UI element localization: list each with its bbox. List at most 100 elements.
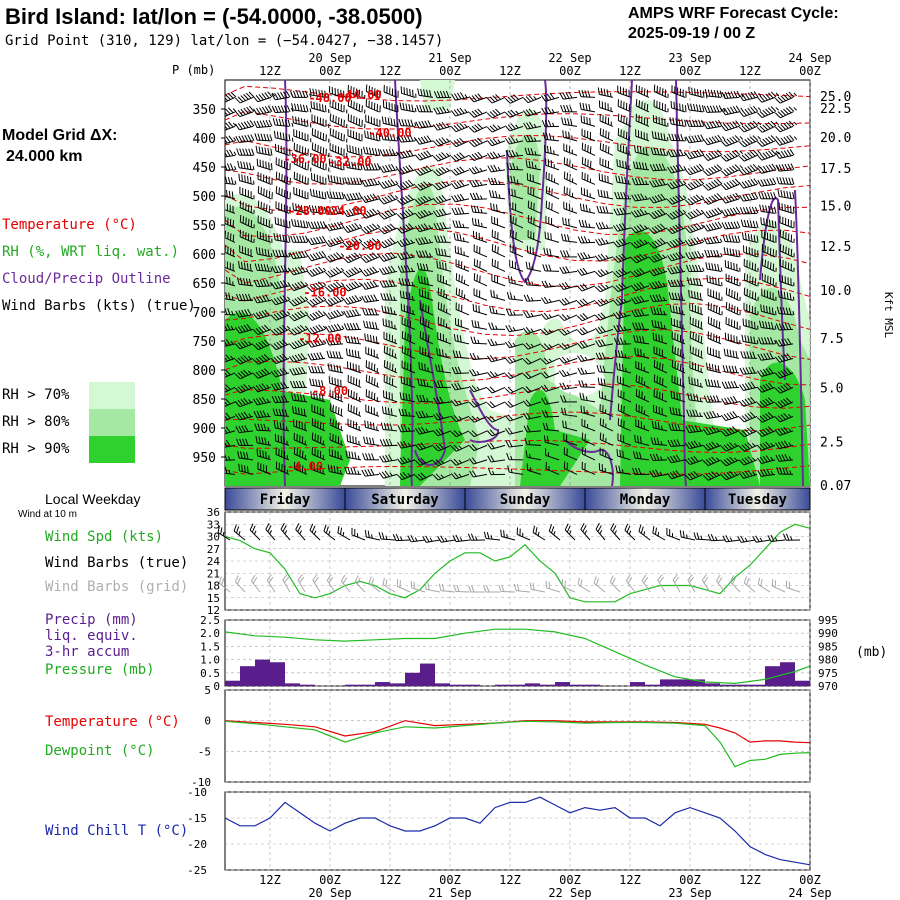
barb-feather: [715, 120, 720, 127]
barb-feather: [643, 102, 646, 110]
barb-feather: [696, 223, 702, 229]
barb-feather: [267, 249, 270, 257]
barb-feather: [438, 168, 445, 174]
barb-feather: [352, 309, 357, 316]
barb-staff: [491, 154, 506, 160]
barb-feather: [474, 94, 480, 101]
wind-barb: [706, 275, 723, 287]
barb-feather: [576, 342, 583, 349]
barb-feather: [562, 382, 567, 390]
barb-feather: [598, 238, 603, 245]
barb-half-feather: [393, 296, 396, 301]
barb-feather: [418, 121, 423, 128]
barb-feather: [741, 399, 747, 406]
wind-barb: [509, 215, 524, 229]
barb-feather: [424, 250, 429, 258]
barb-feather: [726, 153, 733, 160]
wind-barb: [291, 218, 309, 229]
barb-feather: [708, 223, 714, 231]
barb-staff: [563, 285, 578, 290]
barb-feather: [744, 383, 750, 390]
barb-feather: [439, 396, 444, 404]
barb-half-feather: [322, 282, 327, 286]
barb-feather: [777, 371, 784, 378]
barb-staff: [581, 270, 596, 276]
barb-feather: [348, 296, 354, 303]
barb-staff: [527, 193, 542, 200]
wind-barb: [689, 330, 704, 345]
wind-barb: [239, 200, 255, 214]
barb-feather: [251, 148, 255, 156]
wind-barb: [414, 209, 434, 219]
barb-half-feather: [248, 413, 252, 418]
wind-barb: [343, 308, 362, 318]
barb-feather: [450, 182, 457, 190]
barb-feather: [698, 178, 705, 185]
barb-feather: [761, 258, 764, 266]
barb-feather: [544, 231, 547, 239]
barb-staff: [491, 169, 506, 173]
barb-feather: [225, 387, 229, 392]
barb-feather: [414, 185, 421, 191]
barb-feather: [618, 311, 624, 318]
barb-feather: [582, 283, 588, 290]
barb-feather: [667, 267, 672, 275]
barb-feather: [381, 116, 384, 124]
barb-feather: [618, 269, 625, 276]
barb-feather: [317, 310, 324, 317]
wind-barb: [396, 208, 416, 220]
barb-feather: [693, 224, 699, 230]
barb-feather: [297, 311, 303, 318]
barb-feather: [389, 237, 396, 244]
barb-half-feather: [512, 326, 516, 331]
wind-barb: [684, 178, 705, 191]
barb-feather: [309, 299, 316, 306]
barb-feather: [312, 268, 318, 275]
wind-barb: [379, 163, 399, 173]
barb-feather: [777, 111, 784, 117]
forecast-cycle: 2025-09-19 / 00 Z: [628, 25, 756, 42]
wind-barb: [651, 131, 669, 142]
barb-feather: [328, 207, 333, 215]
barb-feather: [706, 395, 711, 403]
barb-feather: [525, 342, 532, 349]
barb-feather: [317, 281, 324, 288]
barb-feather: [684, 152, 690, 160]
barb-feather: [598, 339, 603, 347]
barb-feather: [637, 348, 639, 356]
barb-feather: [393, 118, 396, 127]
wind-barb: [361, 294, 380, 303]
barb-feather: [470, 336, 474, 344]
barb-feather: [777, 125, 784, 131]
barb-feather: [353, 336, 357, 344]
barb-staff: [600, 299, 614, 307]
wind-barb: [234, 340, 254, 350]
barb-feather: [261, 146, 264, 154]
barb-staff: [617, 395, 632, 403]
barb-feather: [779, 177, 783, 185]
wind-barb: [324, 252, 345, 263]
barb-feather: [756, 127, 763, 133]
barb-feather: [733, 221, 738, 229]
barb-feather: [280, 395, 285, 403]
barb-feather: [298, 204, 300, 212]
barb-feather: [435, 123, 441, 130]
barb-feather: [474, 320, 477, 328]
barb-staff: [455, 324, 470, 330]
barb-feather: [677, 208, 684, 215]
barb-feather: [279, 132, 282, 140]
barb-feather: [785, 246, 787, 254]
wind-barb: [325, 323, 345, 333]
barb-staff: [474, 415, 488, 423]
barb-feather: [567, 118, 570, 126]
barb-feather: [373, 178, 378, 185]
barb-feather: [402, 166, 408, 173]
barb-feather: [384, 196, 390, 203]
barb-feather: [384, 406, 387, 414]
barb-half-feather: [410, 267, 414, 272]
barb-feather: [783, 291, 786, 299]
barb-feather: [408, 292, 411, 300]
barb-feather: [369, 321, 372, 329]
barb-feather: [455, 350, 459, 358]
wind-barb: [779, 258, 795, 272]
